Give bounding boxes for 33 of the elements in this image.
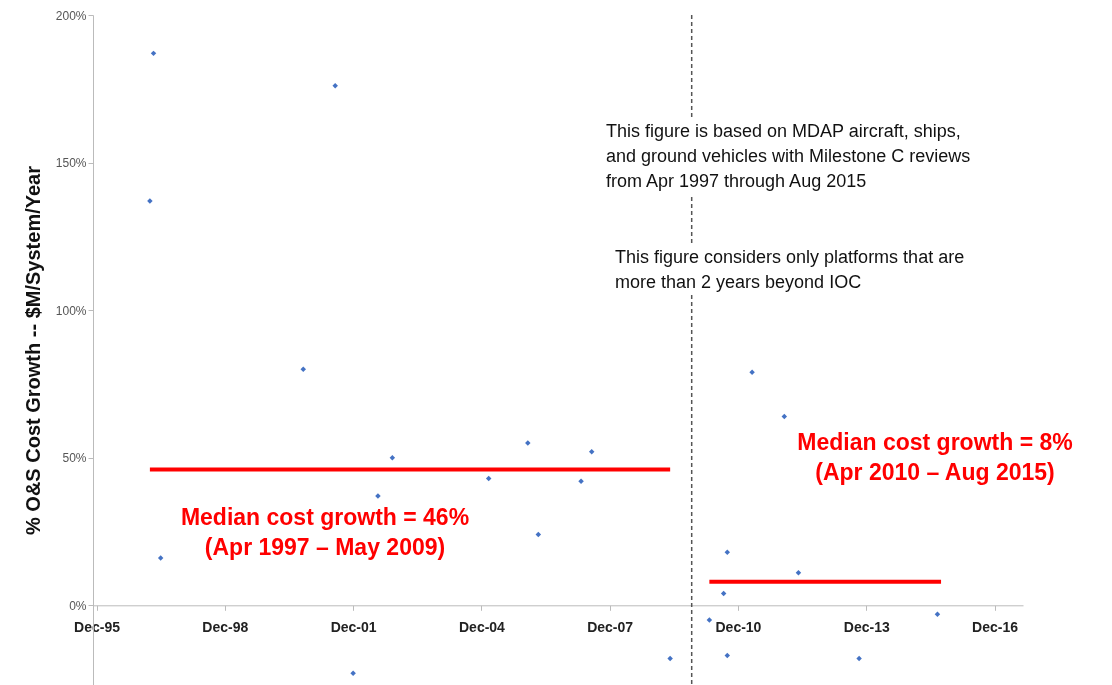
- y-tick-label: 100%: [55, 303, 87, 318]
- point: [389, 454, 396, 461]
- point: [300, 366, 306, 372]
- point: [350, 670, 356, 676]
- point: [724, 549, 731, 555]
- x-tick-label: Dec-04: [458, 618, 506, 635]
- x-tick-label: Dec-01: [330, 618, 377, 635]
- annotation: This figure is based on MDAP aircraft, ships, and ground vehicles with Milestone C reviews from Apr 1997 through Aug 2015: [606, 119, 991, 194]
- x-tick-label: Dec-10: [715, 618, 762, 635]
- point: [856, 655, 862, 662]
- point: [706, 617, 713, 623]
- y-tick-label: 200%: [55, 8, 87, 23]
- y-axis-title: % O&S Cost Growth -- $M/System/Year: [21, 165, 44, 535]
- point: [485, 475, 492, 482]
- point: [578, 478, 584, 485]
- point: [588, 449, 595, 455]
- y-tick-label: 0%: [69, 598, 87, 613]
- y-tick-label: 50%: [62, 451, 87, 466]
- x-tick-label: Dec-16: [972, 618, 1019, 635]
- x-tick-label: Dec-98: [202, 618, 249, 635]
- annotation: Median cost growth = 8% (Apr 2010 – Aug 2015): [796, 428, 1074, 487]
- annotation: Median cost growth = 46% (Apr 1997 – May 2009): [179, 503, 471, 562]
- x-tick-label: Dec-95: [74, 618, 121, 635]
- point: [934, 611, 941, 617]
- x-tick-label: Dec-13: [843, 618, 890, 635]
- point: [157, 555, 164, 561]
- x-tick-label: Dec-07: [587, 618, 634, 635]
- y-tick-label: 150%: [55, 156, 87, 171]
- point: [795, 570, 802, 576]
- point: [667, 655, 673, 662]
- point: [781, 413, 788, 420]
- point: [332, 83, 338, 89]
- annotation: This figure considers only platforms that are more than 2 years beyond IOC: [615, 245, 975, 295]
